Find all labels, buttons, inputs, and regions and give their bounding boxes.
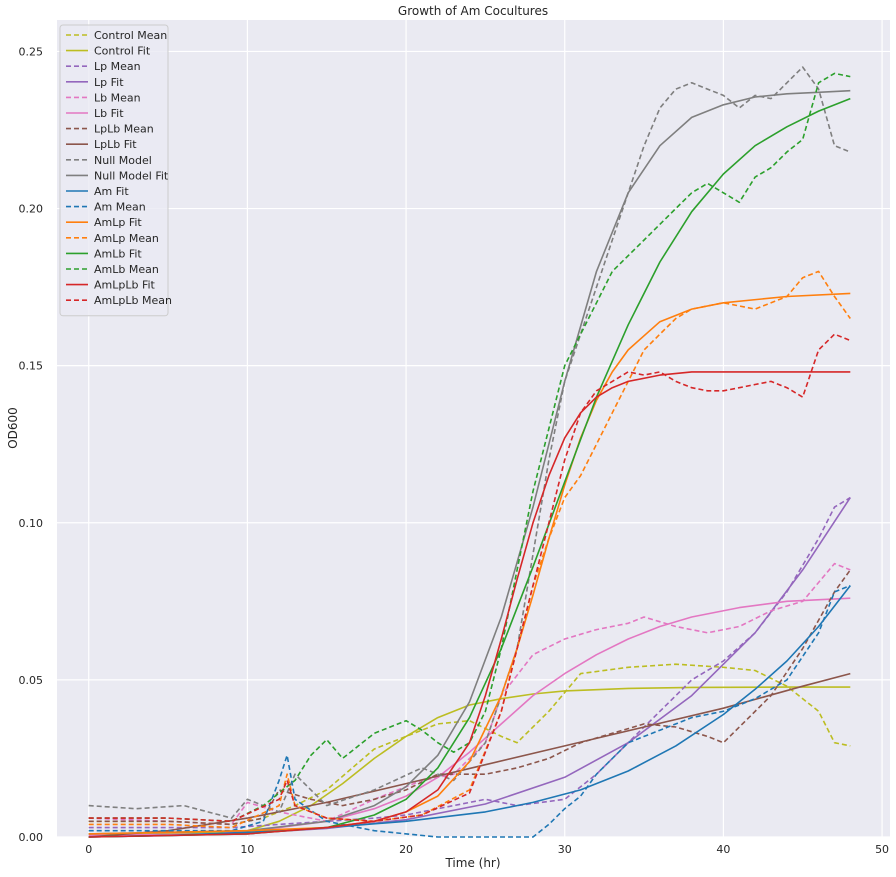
series-line-amlb-mean <box>88 72 851 823</box>
y-tick-label: 0.25 <box>19 45 44 58</box>
x-tick-label: 10 <box>240 843 254 856</box>
legend-label: LpLb Mean <box>94 123 154 136</box>
x-tick-label: 30 <box>558 843 572 856</box>
x-tick-label: 0 <box>85 843 92 856</box>
ticks-group: 0 10 20 30 40 50 0.00 0.05 0.10 0.15 0.20 0.25 <box>19 45 890 856</box>
y-tick-label: 0.10 <box>19 517 44 530</box>
legend-label: Lb Fit <box>94 107 124 120</box>
series-line-amlplb-mean <box>88 333 851 823</box>
legend-label: Control Fit <box>94 45 151 58</box>
x-axis-label: Time (hr) <box>444 856 500 870</box>
legend-label: AmLb Fit <box>94 247 142 260</box>
y-tick-label: 0.00 <box>19 831 44 844</box>
legend-label: AmLp Mean <box>94 232 159 245</box>
series-line-am-mean <box>88 584 851 838</box>
legend-label: Lb Mean <box>94 91 141 104</box>
legend-label: Null Model <box>94 154 152 167</box>
series-line-am-fit <box>88 585 851 838</box>
legend-label: AmLb Mean <box>94 263 159 276</box>
legend-label: AmLpLb Mean <box>94 294 172 307</box>
legend-label: Lp Fit <box>94 76 124 89</box>
x-tick-label: 20 <box>399 843 413 856</box>
series-line-amlplb-fit <box>88 371 851 838</box>
grid <box>57 20 890 838</box>
x-tick-label: 50 <box>875 843 889 856</box>
legend-label: AmLp Fit <box>94 216 142 229</box>
legend-label: Control Mean <box>94 29 167 42</box>
legend-label: Null Model Fit <box>94 169 169 182</box>
legend-label: LpLb Fit <box>94 138 137 151</box>
x-tick-label: 40 <box>716 843 730 856</box>
legend: Control Mean Control Fit Lp Mean Lp Fit Lb M… <box>59 24 172 317</box>
series-line-amlb-fit <box>88 97 851 838</box>
series-line-null-model-fit <box>88 89 851 835</box>
y-tick-label: 0.20 <box>19 203 44 216</box>
chart-title: Growth of Am Cocultures <box>398 4 548 18</box>
legend-label: AmLpLb Fit <box>94 279 156 292</box>
y-tick-label: 0.05 <box>19 674 44 687</box>
legend-label: Am Fit <box>94 185 129 198</box>
y-tick-label: 0.15 <box>19 360 44 373</box>
series-group <box>88 66 851 838</box>
y-axis-label: OD600 <box>6 407 20 449</box>
legend-label: Lp Mean <box>94 60 141 73</box>
plot-background <box>57 20 890 837</box>
legend-label: Am Mean <box>94 201 146 214</box>
